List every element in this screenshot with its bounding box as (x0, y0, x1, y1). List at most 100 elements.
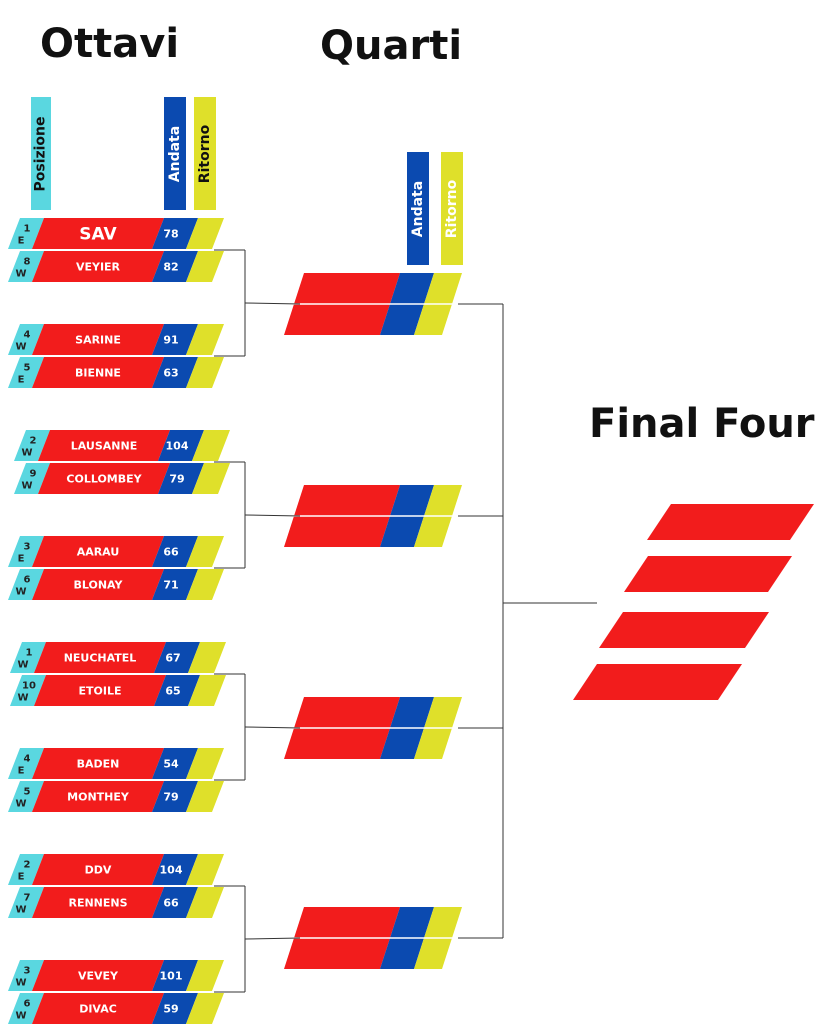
team-name-cell (34, 642, 166, 673)
team-row: 1E SAV 78 (8, 218, 224, 249)
connector-line (244, 937, 301, 940)
andata-score: 66 (163, 897, 179, 910)
seed-rank: 8 (24, 257, 31, 268)
andata-score: 104 (160, 864, 183, 877)
connector-line (244, 726, 301, 729)
seed-group: W (15, 1011, 26, 1022)
ritorno-label-quarti: Ritorno (441, 152, 463, 265)
team-name-cell (32, 993, 164, 1024)
seed-group: E (18, 554, 25, 565)
andata-score: 78 (163, 228, 178, 241)
andata-score-cell (152, 748, 198, 779)
final-four-slot (647, 504, 814, 540)
seed-rank: 4 (24, 330, 31, 341)
seed-group: E (18, 236, 25, 247)
andata-score-cell (152, 887, 198, 918)
seed-rank: 2 (24, 860, 31, 871)
seed-group: W (17, 660, 28, 671)
team-name: COLLOMBEY (66, 473, 142, 486)
connector-line (244, 514, 301, 517)
ritorno-score-cell (186, 569, 224, 600)
andata-score: 91 (163, 334, 178, 347)
team-name-cell (38, 463, 170, 494)
team-row: 3W VEVEY 101 (8, 960, 224, 991)
team-name-cell (32, 887, 164, 918)
andata-score-cell (152, 324, 198, 355)
team-row: 10W ETOILE 65 (10, 675, 226, 706)
andata-score: 63 (163, 367, 178, 380)
andata-score-cell (154, 675, 200, 706)
ritorno-score-cell (188, 675, 226, 706)
seed-rank: 1 (24, 224, 31, 235)
seed-rank: 7 (24, 893, 31, 904)
quarti-match (284, 485, 462, 547)
final-four-slot (624, 556, 792, 592)
andata-score: 79 (163, 791, 178, 804)
connector-line (244, 302, 301, 305)
seed-group: E (18, 375, 25, 386)
team-name: SAV (79, 225, 117, 245)
andata-score-cell (158, 463, 204, 494)
andata-score-cell (152, 357, 198, 388)
seed-rank: 4 (24, 754, 31, 765)
andata-score-cell (152, 960, 198, 991)
team-row: 6W BLONAY 71 (8, 569, 224, 600)
team-name-cell (34, 675, 166, 706)
team-name: MONTHEY (67, 791, 130, 804)
seed-group: W (15, 978, 26, 989)
ritorno-score-cell (192, 430, 230, 461)
andata-score-cell (154, 642, 200, 673)
seed-rank: 6 (24, 999, 31, 1010)
seed-group: W (21, 481, 32, 492)
seed-rank: 5 (24, 787, 31, 798)
ottavi-match: 4W SARINE 91 5E BIENNE 63 (8, 324, 224, 388)
team-row: 2E DDV 104 (8, 854, 224, 885)
team-name: BADEN (77, 758, 120, 771)
team-name-cell (38, 430, 170, 461)
team-row: 8W VEYIER 82 (8, 251, 224, 282)
andata-score: 59 (163, 1003, 178, 1016)
andata-score: 67 (165, 652, 180, 665)
seed-group: W (15, 905, 26, 916)
team-name-cell (32, 218, 164, 249)
team-row: 5W MONTHEY 79 (8, 781, 224, 812)
seed-group: W (15, 587, 26, 598)
ritorno-score-cell (186, 218, 224, 249)
team-name: BIENNE (75, 367, 121, 380)
andata-score-cell (152, 854, 198, 885)
andata-score-cell (152, 569, 198, 600)
ritorno-score-cell (186, 536, 224, 567)
team-name-cell (32, 251, 164, 282)
andata-score-cell (152, 993, 198, 1024)
final-four-slot (573, 664, 742, 700)
ritorno-score-cell (186, 887, 224, 918)
team-name: VEYIER (76, 261, 121, 274)
team-name-cell (32, 536, 164, 567)
andata-label-quarti: Andata (407, 152, 429, 265)
ritorno-score-cell (186, 781, 224, 812)
team-name-cell (32, 960, 164, 991)
team-row: 1W NEUCHATEL 67 (10, 642, 226, 673)
seed-group: W (21, 448, 32, 459)
seed-group: W (15, 342, 26, 353)
ritorno-score-cell (188, 642, 226, 673)
andata-score: 101 (160, 970, 183, 983)
team-name-cell (32, 854, 164, 885)
team-name: SARINE (75, 334, 121, 347)
team-name: DIVAC (79, 1003, 117, 1016)
andata-score: 54 (163, 758, 179, 771)
final-four-heading: Final Four (589, 401, 815, 447)
team-name-cell (32, 357, 164, 388)
team-row: 4W SARINE 91 (8, 324, 224, 355)
team-name: RENNENS (68, 897, 127, 910)
andata-score-cell (152, 781, 198, 812)
andata-score: 65 (165, 685, 180, 698)
seed-rank: 6 (24, 575, 31, 586)
team-name: ETOILE (79, 685, 122, 698)
seed-rank: 9 (30, 469, 37, 480)
seed-rank: 2 (30, 436, 37, 447)
